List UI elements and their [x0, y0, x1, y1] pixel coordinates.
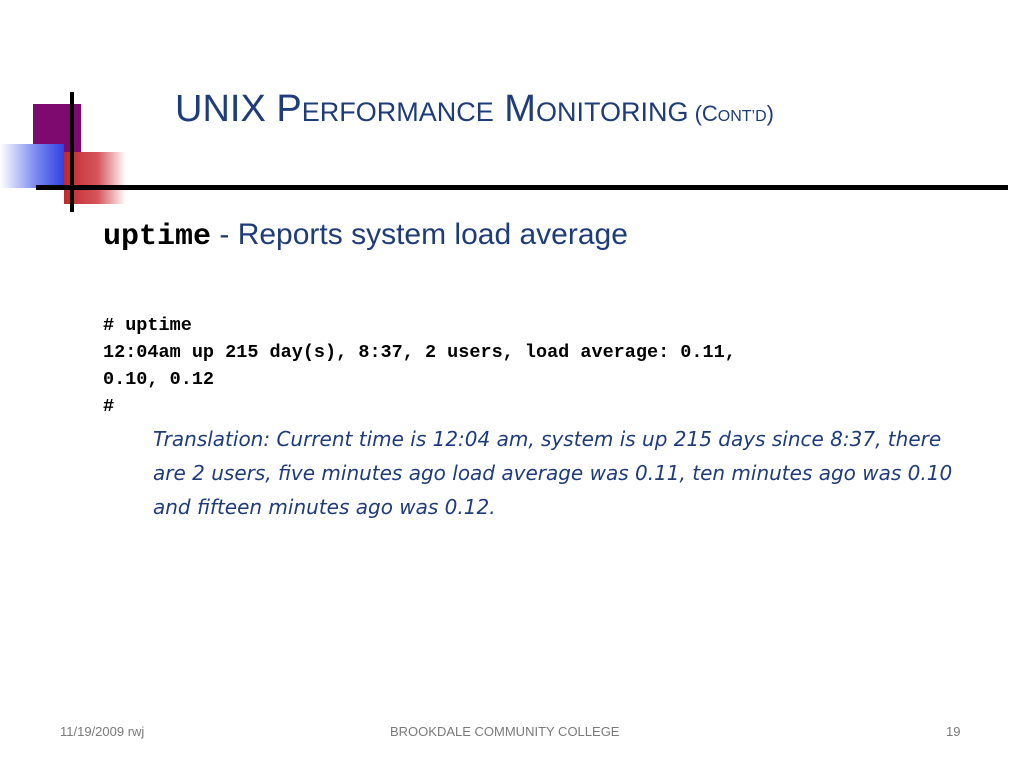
code-line: 12:04am up 215 day(s), 8:37, 2 users, lo… [103, 342, 736, 363]
terminal-output: # uptime 12:04am up 215 day(s), 8:37, 2 … [103, 312, 736, 420]
title-cont: ) [766, 101, 774, 126]
title-part: M [493, 88, 536, 130]
decor-vertical-rule [70, 92, 74, 212]
title-underline-rule [36, 185, 1008, 190]
title-part: ERFORMANCE [301, 97, 494, 127]
title-part: ONITORING [535, 97, 689, 127]
footer-organization: BROOKDALE COMMUNITY COLLEGE [390, 724, 620, 739]
code-line: 0.10, 0.12 [103, 369, 215, 390]
code-line: # [103, 396, 115, 417]
title-cont: (C [688, 101, 718, 126]
title-cont: ONT’D [717, 108, 767, 125]
command-heading: uptime - Reports system load average [103, 218, 628, 254]
footer-date: 11/19/2009 rwj [60, 724, 145, 739]
decor-blue-square [0, 144, 64, 188]
footer-page-number: 19 [946, 724, 961, 739]
translation-text: Translation: Current time is 12:04 am, s… [153, 427, 953, 519]
decor-red-square [64, 152, 126, 204]
code-line: # uptime [103, 315, 192, 336]
command-name: uptime [103, 220, 212, 254]
slide-title: UNIX PERFORMANCE MONITORING (CONT’D) [175, 88, 774, 131]
title-part: UNIX P [175, 88, 302, 130]
command-description: - Reports system load average [211, 218, 628, 251]
